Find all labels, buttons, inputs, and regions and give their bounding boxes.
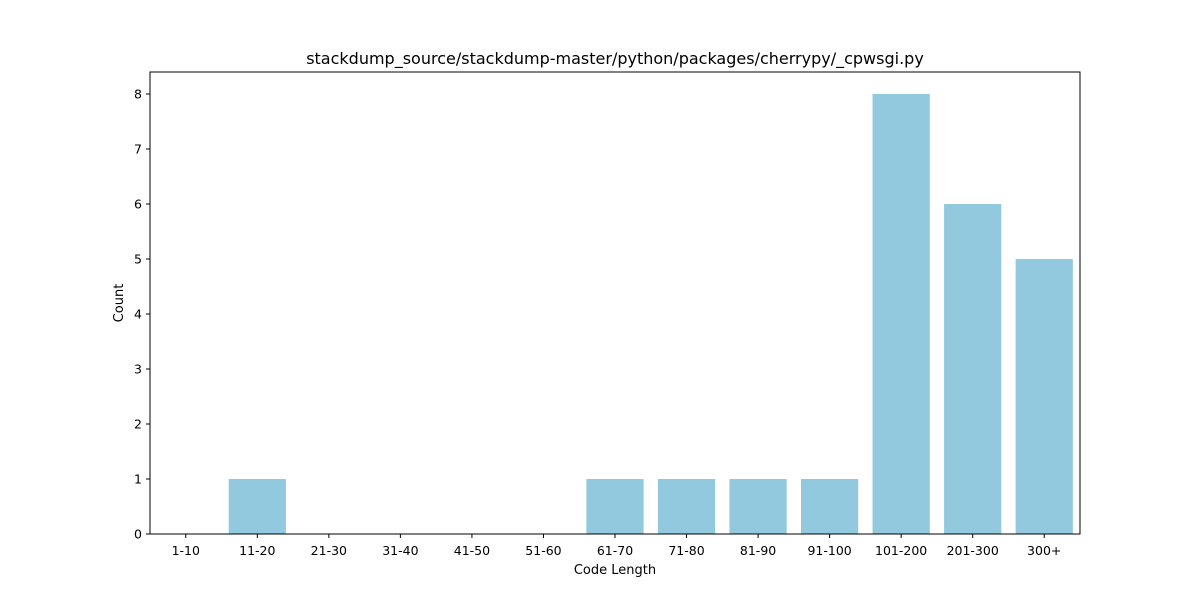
y-tick-label: 8 bbox=[134, 87, 142, 102]
x-tick-label: 201-300 bbox=[947, 543, 999, 558]
x-axis-ticks: 1-10 11-20 21-30 31-40 41-50 51-60 61-70 71-80 8… bbox=[172, 534, 1061, 558]
y-tick-label: 6 bbox=[134, 197, 142, 212]
bar-11-20 bbox=[228, 479, 286, 534]
x-tick-label: 300+ bbox=[1027, 543, 1061, 558]
bar-101-200 bbox=[872, 94, 930, 534]
bar-81-90 bbox=[729, 479, 787, 534]
x-axis-label: Code Length bbox=[574, 563, 656, 578]
x-tick-label: 61-70 bbox=[597, 543, 633, 558]
bar-series bbox=[228, 94, 1073, 534]
y-tick-label: 2 bbox=[134, 417, 142, 432]
x-tick-label: 81-90 bbox=[740, 543, 776, 558]
x-tick-label: 1-10 bbox=[172, 543, 200, 558]
y-tick-label: 7 bbox=[134, 142, 142, 157]
bar-61-70 bbox=[586, 479, 644, 534]
y-tick-label: 4 bbox=[134, 307, 142, 322]
plot-area-frame bbox=[149, 71, 1081, 535]
bar-71-80 bbox=[657, 479, 716, 534]
x-tick-label: 51-60 bbox=[525, 543, 561, 558]
x-tick-label: 101-200 bbox=[875, 543, 927, 558]
y-axis-ticks: 0 1 2 3 4 5 6 7 8 bbox=[134, 87, 150, 542]
x-tick-label: 21-30 bbox=[311, 543, 347, 558]
y-tick-label: 0 bbox=[134, 527, 142, 542]
y-tick-label: 5 bbox=[134, 252, 142, 267]
y-tick-label: 3 bbox=[134, 362, 142, 377]
x-tick-label: 71-80 bbox=[668, 543, 704, 558]
y-tick-label: 1 bbox=[134, 472, 142, 487]
x-tick-label: 11-20 bbox=[239, 543, 275, 558]
bar-201-300 bbox=[944, 204, 1002, 534]
y-axis-label: Count bbox=[112, 284, 127, 323]
bar-91-100 bbox=[801, 479, 859, 534]
x-tick-label: 41-50 bbox=[454, 543, 490, 558]
chart-title: stackdump_source/stackdump-master/python… bbox=[306, 49, 924, 69]
x-tick-label: 91-100 bbox=[807, 543, 851, 558]
bar-300+ bbox=[1015, 259, 1073, 534]
x-tick-label: 31-40 bbox=[382, 543, 418, 558]
